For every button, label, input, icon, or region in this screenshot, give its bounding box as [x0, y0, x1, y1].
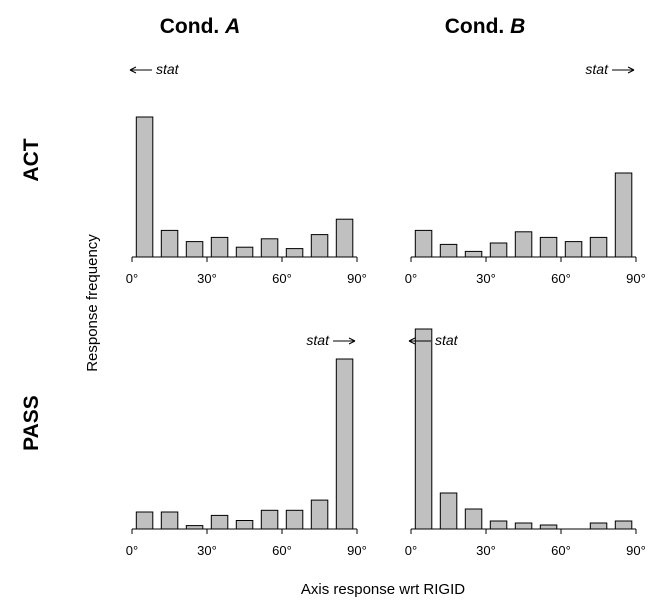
panels: 0° 30° 60° 90° stat 0° 30° 60° 90° stat 0° 30° 60° 90…: [126, 61, 646, 558]
bar: [564, 241, 583, 258]
bar: [260, 509, 279, 530]
bar: [235, 520, 254, 530]
bar: [285, 248, 304, 258]
x-tick-label: 0°: [405, 271, 417, 286]
bar: [135, 116, 154, 258]
bar: [589, 522, 608, 530]
row-title-act: ACT: [20, 138, 43, 181]
x-tick-label: 90°: [626, 271, 646, 286]
x-tick-label: 90°: [347, 271, 367, 286]
x-tick-label: 0°: [405, 543, 417, 558]
bar: [464, 508, 483, 530]
bar: [335, 358, 354, 530]
x-tick-label: 30°: [197, 543, 217, 558]
panel-act-b: 0° 30° 60° 90° stat: [405, 61, 646, 286]
stat-arrowhead: [627, 66, 635, 74]
stat-label: stat: [306, 332, 330, 348]
bar: [439, 492, 458, 530]
x-tick-label: 30°: [476, 271, 496, 286]
y-axis-label: Response frequency: [84, 234, 101, 372]
stat-arrowhead: [348, 337, 356, 345]
x-tick-label: 30°: [197, 271, 217, 286]
bar: [439, 243, 458, 258]
stat-label: stat: [435, 332, 459, 348]
row-title-pass: PASS: [20, 395, 43, 451]
bar: [310, 499, 329, 530]
bar: [235, 246, 254, 258]
bar: [489, 520, 508, 530]
bar: [614, 520, 633, 530]
bar: [589, 236, 608, 258]
x-tick-label: 60°: [272, 543, 292, 558]
bar: [160, 229, 179, 258]
bar: [539, 236, 558, 258]
x-tick-label: 60°: [551, 543, 571, 558]
stat-label: stat: [585, 61, 609, 77]
bar: [489, 242, 508, 258]
bar: [414, 328, 433, 530]
x-tick-label: 60°: [272, 271, 292, 286]
bar: [539, 524, 558, 530]
bar: [160, 511, 179, 530]
stat-arrowhead: [408, 337, 416, 345]
bar: [285, 509, 304, 530]
bar: [514, 522, 533, 530]
bar: [260, 238, 279, 258]
bar: [414, 229, 433, 258]
bar: [185, 241, 204, 258]
col-title-a: Cond. A: [160, 15, 241, 38]
panel-act-a: 0° 30° 60° 90° stat: [126, 61, 367, 286]
x-tick-label: 0°: [126, 543, 138, 558]
bar: [135, 511, 154, 530]
panel-pass-b: 0° 30° 60° 90° stat: [405, 328, 646, 558]
x-tick-label: 60°: [551, 271, 571, 286]
panel-pass-a: 0° 30° 60° 90° stat: [126, 332, 367, 558]
stat-arrowhead: [129, 66, 137, 74]
x-tick-label: 90°: [347, 543, 367, 558]
bar: [514, 231, 533, 258]
col-title-b: Cond. B: [445, 15, 526, 38]
bar: [614, 172, 633, 258]
x-axis-label: Axis response wrt RIGID: [301, 581, 465, 598]
bar: [210, 236, 229, 258]
x-tick-label: 0°: [126, 271, 138, 286]
bar: [210, 514, 229, 530]
bar: [335, 218, 354, 258]
stat-label: stat: [156, 61, 180, 77]
bar: [464, 250, 483, 258]
x-tick-label: 30°: [476, 543, 496, 558]
bar: [185, 525, 204, 530]
bar: [310, 234, 329, 258]
x-tick-label: 90°: [626, 543, 646, 558]
